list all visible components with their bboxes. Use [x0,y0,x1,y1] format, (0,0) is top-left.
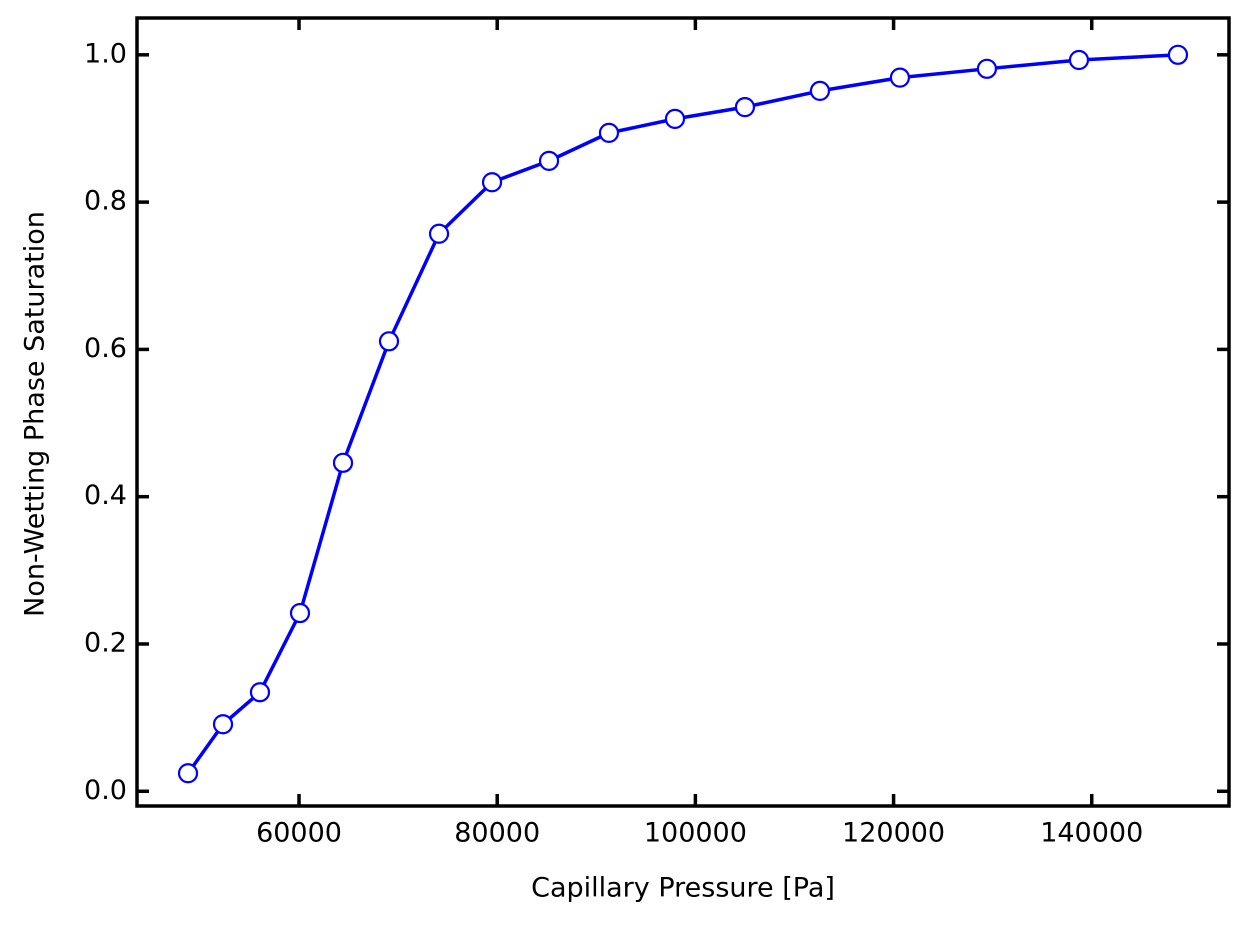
data-point [976,58,998,79]
data-point [889,67,911,88]
x-axis-label: Capillary Pressure [Pa] [531,873,835,904]
data-line [186,53,1179,775]
x-tick-label: 80000 [454,818,540,849]
data-point [1167,44,1189,65]
data-point [212,714,234,735]
data-point [481,172,503,193]
data-point [1068,49,1090,71]
data-point [598,122,620,143]
data-point [734,97,756,118]
y-axis-label: Non-Wetting Phase Saturation [20,211,51,617]
y-tick-label: 1.0 [84,38,127,69]
y-tick-label: 0.4 [84,480,127,511]
data-point [378,331,400,352]
plot-frame [135,16,1231,808]
data-point [289,602,311,624]
x-tick-label: 120000 [842,818,945,849]
y-tick-label: 0.6 [84,333,127,364]
y-tick-label: 0.2 [84,627,127,658]
x-tick-label: 60000 [256,818,342,849]
data-point [664,108,686,129]
data-point [332,452,354,473]
data-point [538,150,560,171]
data-point [177,763,199,784]
x-tick-label: 140000 [1040,818,1143,849]
y-tick-label: 0.8 [84,186,127,217]
data-point [809,80,831,102]
data-point [428,223,450,244]
y-tick-label: 0.0 [84,775,127,806]
x-tick-label: 100000 [644,818,747,849]
data-point [249,682,271,703]
